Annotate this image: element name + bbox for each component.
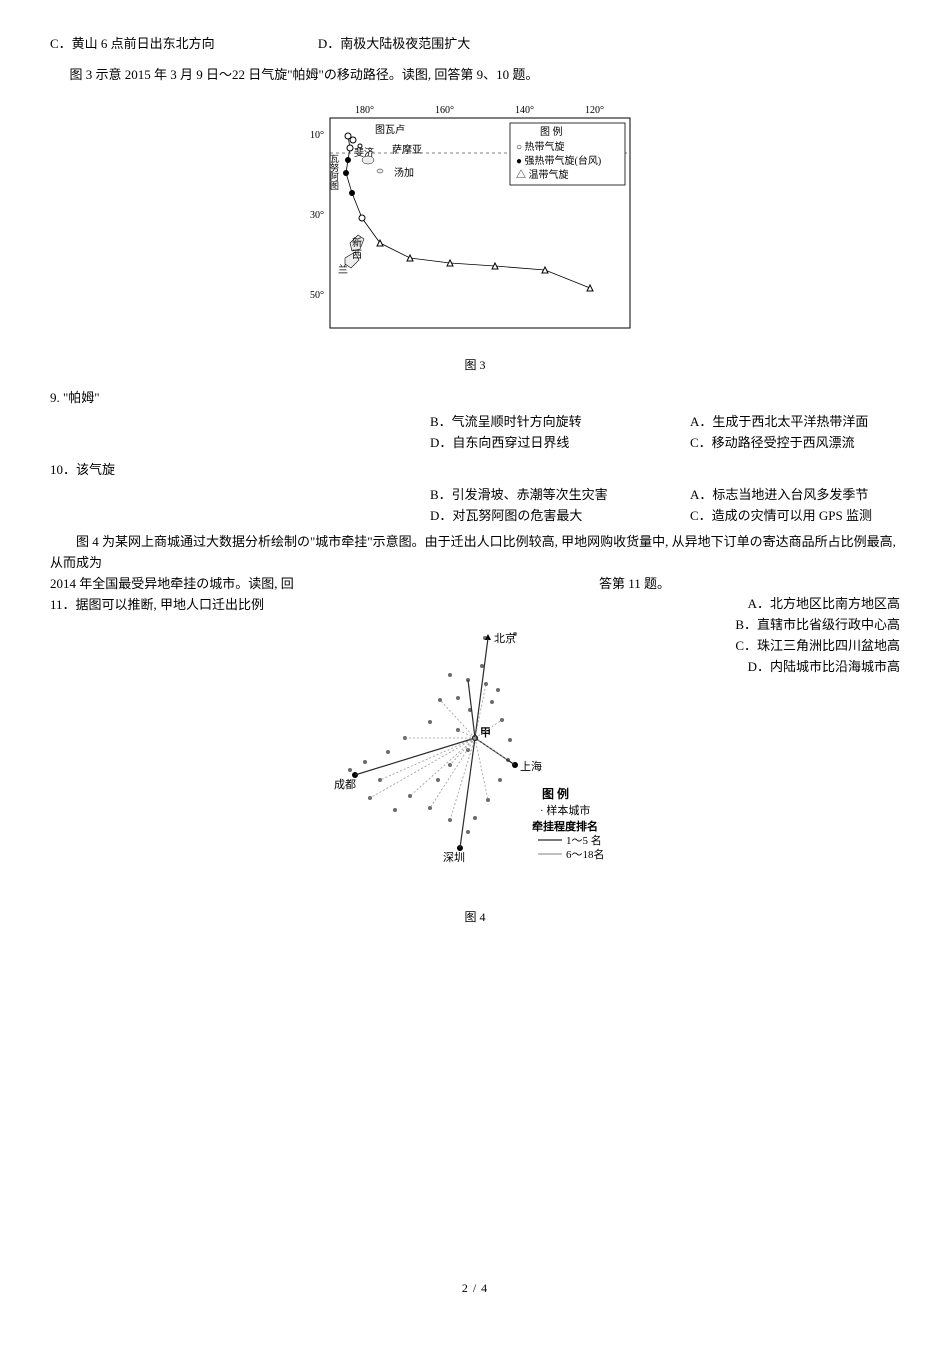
fig3-svg: 180° 160° 140° 120° 10° 30° 50° 图瓦卢 瓦努阿图… xyxy=(300,98,650,348)
fig4-legend-title: 图 例 xyxy=(542,786,569,801)
lat-30: 30° xyxy=(310,210,324,221)
fig4-svg: 北京 上海 成都 深圳 甲 xyxy=(310,620,640,900)
city-jia: 甲 xyxy=(480,726,491,739)
fig4-legend-2: 1～5 名 xyxy=(566,833,602,847)
figure-3: 180° 160° 140° 120° 10° 30° 50° 图瓦卢 瓦努阿图… xyxy=(50,98,900,376)
place-samoa: 萨摩亚 xyxy=(392,143,422,156)
lon-160: 160° xyxy=(435,105,454,116)
q10-label: 10．该气旋 xyxy=(50,460,140,481)
q10-opt-d: D．对瓦努阿图の危害最大 xyxy=(430,506,650,527)
place-nz-2: 西 xyxy=(352,250,362,261)
place-tonga: 汤加 xyxy=(394,166,414,179)
legend-item-2: △ 温带气旋 xyxy=(516,168,569,181)
intro4-line2-left: 2014 年全国最受异地牵挂の城市。读图, 回 xyxy=(50,574,294,595)
lat-50: 50° xyxy=(310,290,324,301)
legend-title: 图 例 xyxy=(540,125,563,138)
city-shanghai: 上海 xyxy=(520,759,542,773)
q10-opt-b: B．引发滑坡、赤潮等次生灾害 xyxy=(430,485,650,506)
q11-opt-d: D．内陆城市比沿海城市高 xyxy=(735,657,900,678)
q9-options-row2: D．自东向西穿过日界线 C．移动路径受控于西风漂流 xyxy=(50,433,900,454)
page-number: 2 / 4 xyxy=(462,1279,488,1298)
intro4-line2: 2014 年全国最受异地牵挂の城市。读图, 回 答第 11 题。 xyxy=(50,574,900,595)
q9-label: 9. "帕姆" xyxy=(50,388,140,409)
lon-180: 180° xyxy=(355,105,374,116)
fig3-label: 图 3 xyxy=(50,356,900,375)
place-nz-1: 新 xyxy=(352,236,362,249)
q9-opt-a: A．生成于西北太平洋热带洋面 xyxy=(690,412,900,433)
q9-opt-b: B．气流呈顺时针方向旋转 xyxy=(430,412,650,433)
question-9: 9. "帕姆" xyxy=(50,388,900,409)
q9-opt-c: C．移动路径受控于西风漂流 xyxy=(690,433,900,454)
lat-10: 10° xyxy=(310,130,324,141)
intro4-line2-right: 答第 11 题。 xyxy=(599,574,670,595)
place-nz-3: 兰 xyxy=(338,263,348,276)
q10-opt-a: A．标志当地进入台风多发季节 xyxy=(690,485,900,506)
legend-item-1: ● 强热带气旋(台风) xyxy=(516,154,601,167)
q10-options-row1: B．引发滑坡、赤潮等次生灾害 A．标志当地进入台风多发季节 xyxy=(50,485,900,506)
q11-options: A．北方地区比南方地区高 B．直辖市比省级行政中心高 C．珠江三角洲比四川盆地高… xyxy=(735,594,900,677)
city-beijing: 北京 xyxy=(494,631,516,645)
q11-opt-a: A．北方地区比南方地区高 xyxy=(735,594,900,615)
city-shenzhen: 深圳 xyxy=(443,851,465,864)
q10-opt-c: C．造成の灾情可以用 GPS 监测 xyxy=(690,506,900,527)
section-11: 图 4 为某网上商城通过大数据分析绘制の"城市牵挂"示意图。由于迁出人口比例较高… xyxy=(50,532,900,927)
intro4-line1: 图 4 为某网上商城通过大数据分析绘制の"城市牵挂"示意图。由于迁出人口比例较高… xyxy=(50,532,900,574)
legend-item-0: ○ 热带气旋 xyxy=(516,140,565,153)
place-vanuatu: 瓦努阿图 xyxy=(329,154,339,191)
q11-opt-c: C．珠江三角洲比四川盆地高 xyxy=(735,636,900,657)
option-c: C．黄山 6 点前日出东北方向 xyxy=(50,34,215,55)
fig4-legend-1: 牵挂程度排名 xyxy=(532,819,598,833)
fig4-label: 图 4 xyxy=(50,908,900,927)
intro-fig3: 图 3 示意 2015 年 3 月 9 日～22 日气旋"帕姆"の移动路径。读图… xyxy=(50,65,900,86)
top-options-row: C．黄山 6 点前日出东北方向 D．南极大陆极夜范围扩大 xyxy=(50,34,900,55)
fig4-legend-3: 6～18名 xyxy=(566,847,605,861)
lon-140: 140° xyxy=(515,105,534,116)
question-10: 10．该气旋 xyxy=(50,460,900,481)
place-tuvalu: 图瓦卢 xyxy=(375,123,405,136)
q9-opt-d: D．自东向西穿过日界线 xyxy=(430,433,650,454)
fig4-legend-0: · 样本城市 xyxy=(540,803,590,817)
lon-120: 120° xyxy=(585,105,604,116)
city-chengdu: 成都 xyxy=(334,778,356,791)
q10-options-row2: D．对瓦努阿图の危害最大 C．造成の灾情可以用 GPS 监测 xyxy=(50,506,900,527)
q11-opt-b: B．直辖市比省级行政中心高 xyxy=(735,615,900,636)
q9-options-row1: B．气流呈顺时针方向旋转 A．生成于西北太平洋热带洋面 xyxy=(50,412,900,433)
option-d: D．南极大陆极夜范围扩大 xyxy=(318,34,470,55)
